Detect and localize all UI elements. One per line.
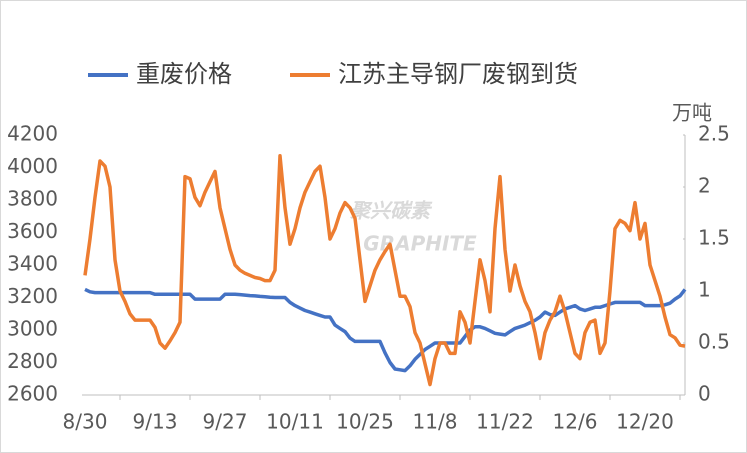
y2-tick-label: 2 [698,174,711,198]
y2-tick-label: 1 [698,278,711,302]
y-tick-label: 2800 [7,349,58,373]
y-tick-label: 3200 [7,284,58,308]
y-tick-label: 3800 [7,187,58,211]
series-line [83,154,686,387]
x-tick-label: 12/20 [616,410,674,434]
y-tick-label: 2600 [7,382,58,406]
series-line [84,287,687,373]
x-tick-label: 9/27 [203,410,248,434]
y2-tick-label: 0 [698,382,711,406]
x-tick-label: 10/25 [336,410,394,434]
x-tick-label: 11/22 [476,410,534,434]
y2-tick-label: 0.5 [698,330,730,354]
watermark: 聚兴碳素 [349,199,433,223]
legend-label: 重废价格 [136,60,232,88]
x-tick-label: 10/11 [266,410,324,434]
y-tick-label: 3000 [7,317,58,341]
y-tick-label: 3400 [7,252,58,276]
y-tick-label: 4000 [7,154,58,178]
y2-axis-label: 万吨 [672,101,712,125]
x-tick-label: 8/30 [63,410,108,434]
x-tick-label: 9/13 [133,410,178,434]
y2-tick-label: 2.5 [698,122,730,146]
y-tick-label: 4200 [7,122,58,146]
y-tick-label: 3600 [7,219,58,243]
x-tick-label: 11/8 [413,410,458,434]
watermark-sub: GRAPHITE [363,232,477,256]
y2-tick-label: 1.5 [698,226,730,250]
x-tick-label: 12/6 [553,410,598,434]
legend-label: 江苏主导钢厂废钢到货 [338,60,578,88]
